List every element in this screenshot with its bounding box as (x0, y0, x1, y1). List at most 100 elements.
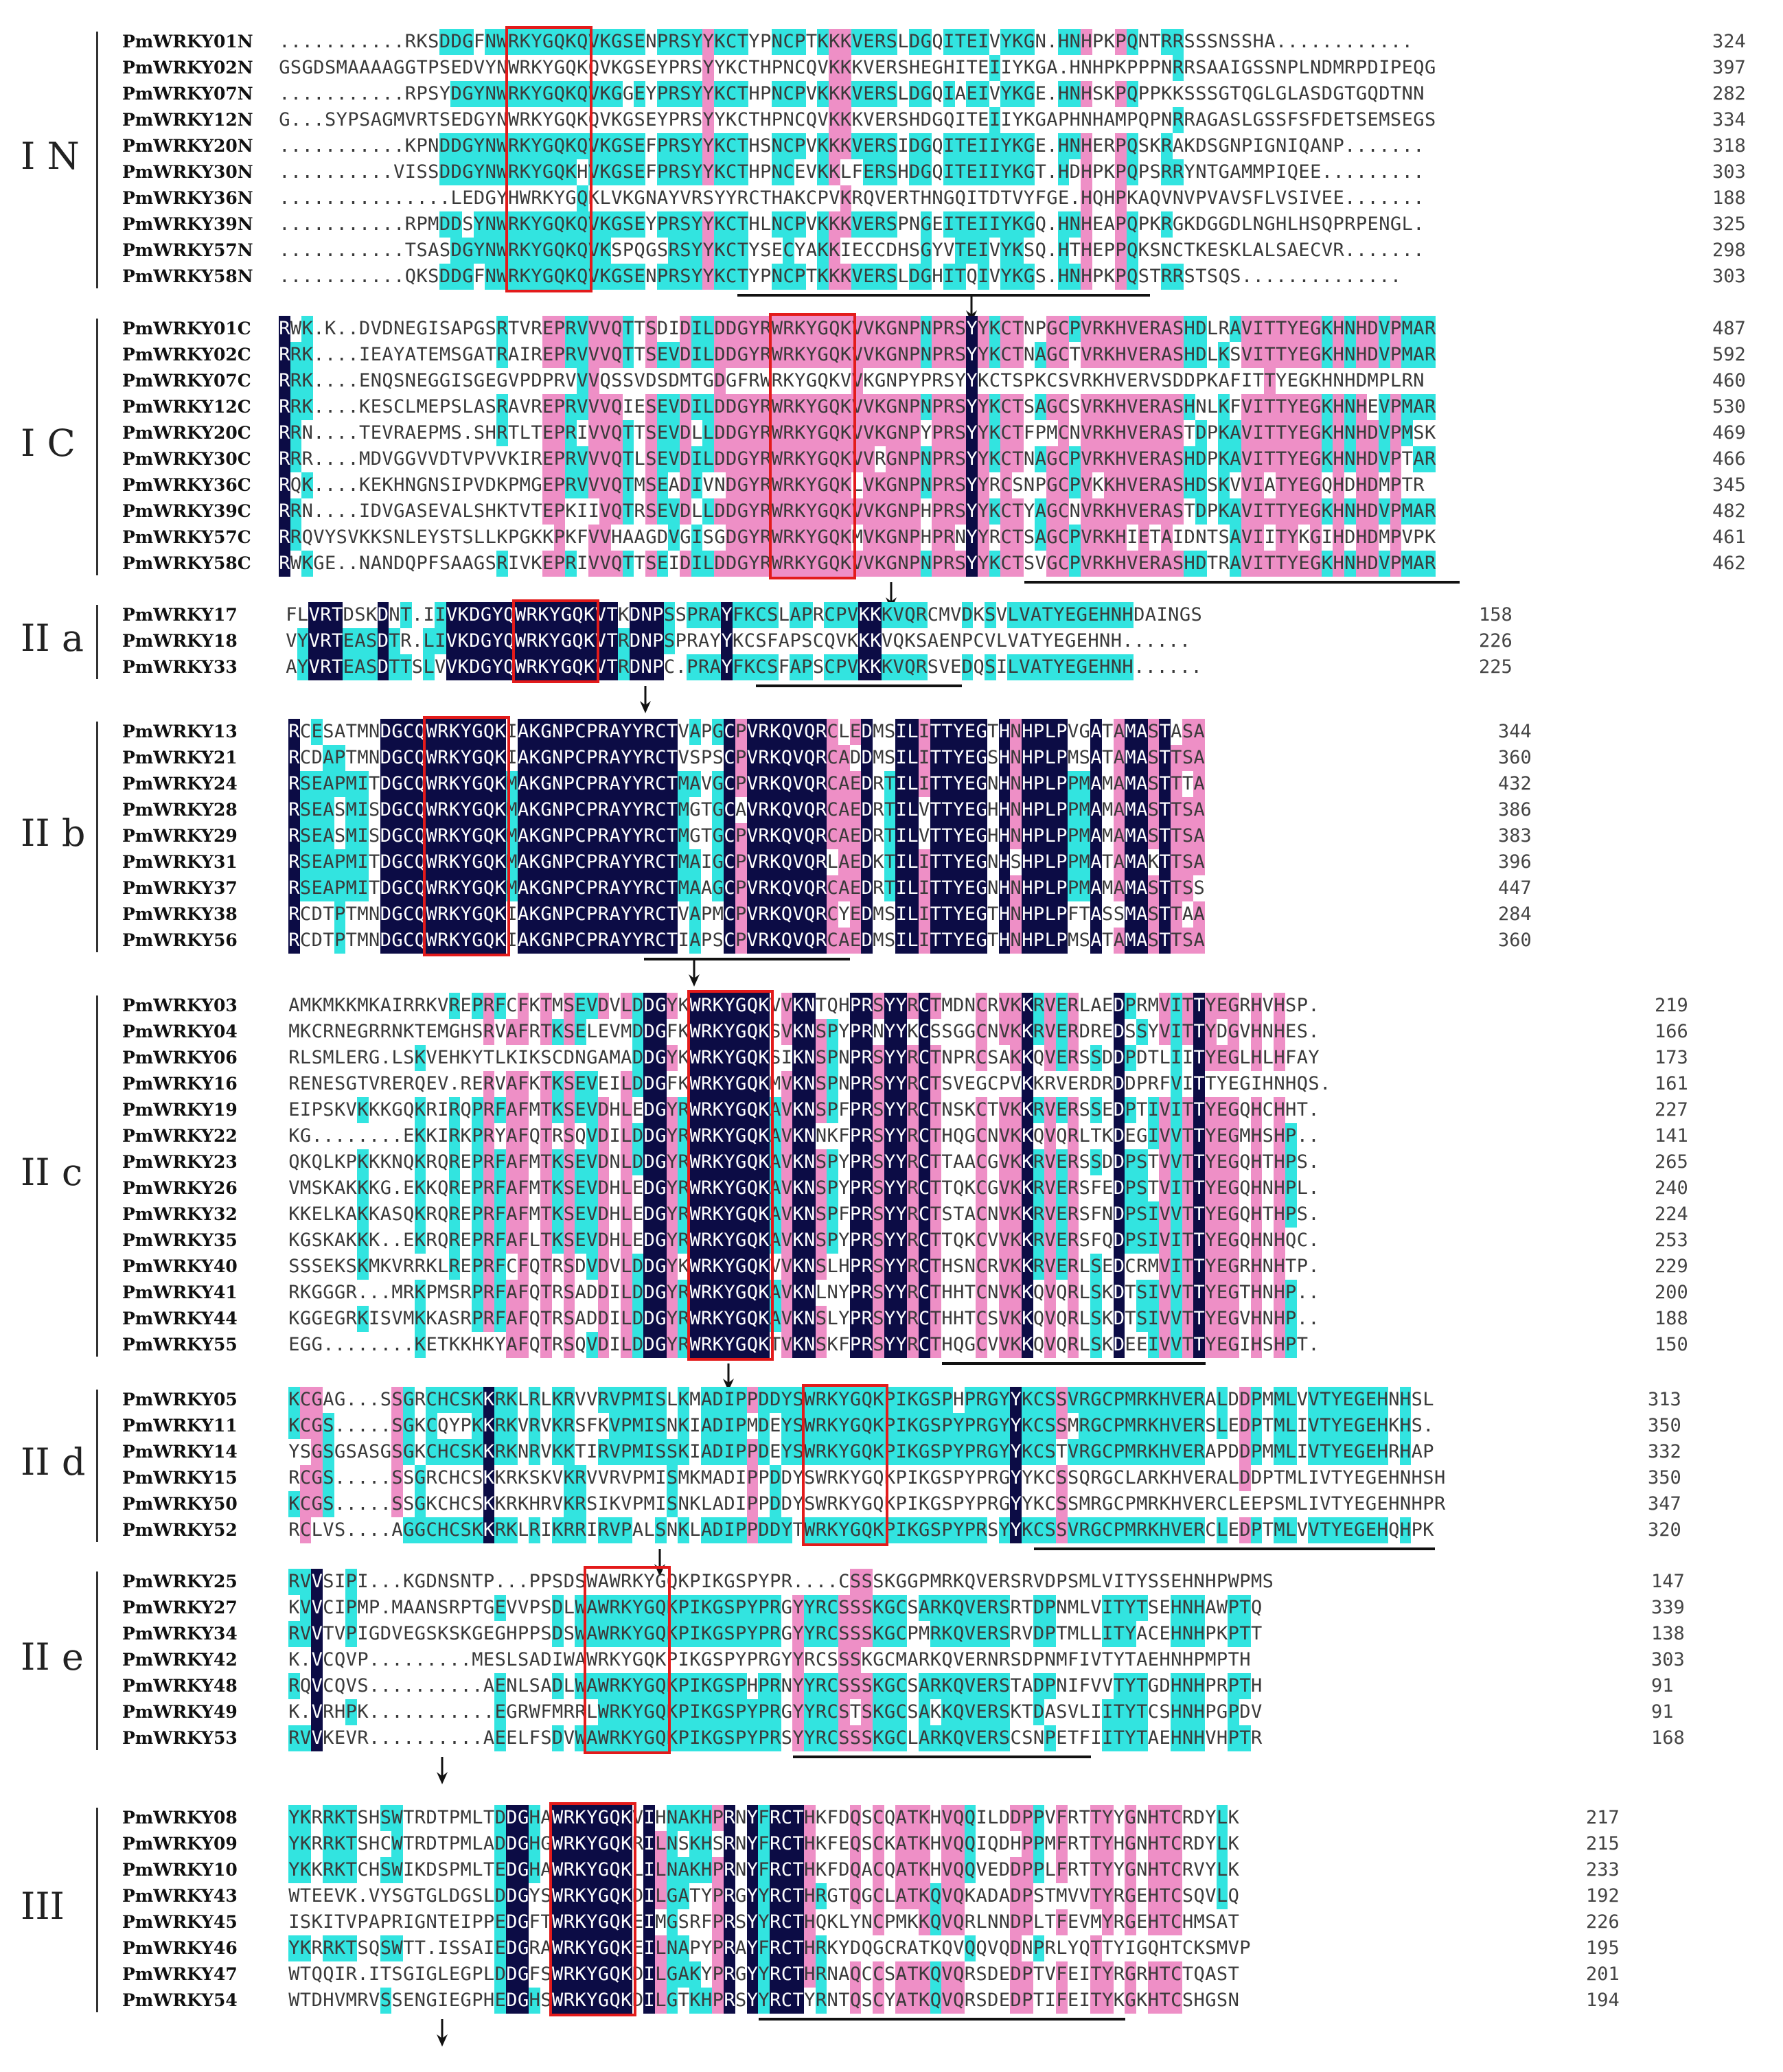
sequence-name: PmWRKY06 (122, 1048, 238, 1068)
residue-position: 194 (1586, 1990, 1620, 2011)
arrow-head (723, 1379, 735, 1391)
sequence-residues: RVVKEVR..........AEELFSDVWAWRKYGQKPIKGSP… (288, 1725, 1262, 1751)
residue-position: 284 (1498, 903, 1532, 925)
residue-position: 265 (1655, 1151, 1688, 1173)
residue-position: 215 (1586, 1833, 1620, 1854)
sequence-residues: YKKRKTCHSWIKDSPMLTEDGHAWRKYGQKLILNAKHPRN… (288, 1857, 1239, 1883)
sequence-residues: WTQQIR.ITSGIGLEGPLDDGFSWRKYGQKDILGAKYPRG… (288, 1961, 1239, 1988)
residue-position: 173 (1655, 1047, 1688, 1068)
residue-position: 469 (1712, 422, 1746, 444)
residue-position: 168 (1651, 1727, 1685, 1749)
sequence-residues: RRR....MDVGGVVDTVPVVKIREPRVVVQTLSEVDILDD… (279, 446, 1436, 472)
sequence-name: PmWRKY57C (122, 527, 251, 547)
sequence-name: PmWRKY20C (122, 423, 251, 443)
group-bracket-line (96, 995, 98, 1357)
sequence-name: PmWRKY12C (122, 397, 251, 417)
sequence-name: PmWRKY58C (122, 553, 251, 573)
residue-position: 313 (1648, 1389, 1681, 1410)
sequence-residues: KCGS.....SSGKCHCSKKRKHRVKRSIKVPMISNKLADI… (288, 1491, 1445, 1517)
sequence-residues: EIPSKVKKKGQKRIRQPRFAFMTKSEVDHLEDGYRWRKYG… (288, 1097, 1320, 1123)
sequence-name: PmWRKY33 (122, 657, 238, 677)
group-label: I N (21, 135, 80, 178)
sequence-residues: RCDAPTMNDGCQWRKYGQKIAKGNPCPRAYYRCTVSPSCP… (288, 745, 1205, 771)
arrow-head (436, 2034, 448, 2047)
residue-position: 192 (1586, 1885, 1620, 1907)
sequence-residues: AMKMKKMKAIRRKVREPRFCFKTMSEVDVLDDGYKWRKYG… (288, 993, 1320, 1019)
group-bracket-line (96, 32, 98, 288)
sequence-name: PmWRKY19 (122, 1100, 238, 1120)
sequence-residues: RKGGGR...MRKPMSRPRFAFQTRSADDILDDGYRWRKYG… (288, 1280, 1320, 1306)
residue-position: 334 (1712, 109, 1746, 130)
zinc-finger-underline (737, 294, 1151, 297)
sequence-name: PmWRKY29 (122, 826, 238, 846)
sequence-residues: WTEEVK.VYSGTGLDGSLDDGYSWRKYGQKDILGATYPRG… (288, 1883, 1239, 1909)
residue-position: 466 (1712, 448, 1746, 470)
sequence-residues: QKQLKPKKKNQKRQREPRFAFMTKSEVDNLDDGYRWRKYG… (288, 1149, 1320, 1175)
wrkygqk-motif-box (423, 716, 511, 956)
residue-position: 226 (1479, 630, 1512, 652)
residue-position: 397 (1712, 57, 1746, 78)
sequence-name: PmWRKY04 (122, 1022, 238, 1041)
sequence-residues: G...SYPSAGMVRTSEDGYNWRKYGQKQVKGSEYPRSYYK… (279, 107, 1436, 133)
residue-position: 91 (1651, 1675, 1674, 1696)
residue-position: 201 (1586, 1964, 1620, 1985)
sequence-residues: RVVTVPIGDVEGSKSKGEGHPPSDSWAWRKYGQKPIKGSP… (288, 1621, 1262, 1647)
sequence-name: PmWRKY41 (122, 1282, 238, 1302)
sequence-residues: ...........QKSDDGFNWRKYGQKQVKGSENPRSYYKC… (279, 264, 1401, 290)
residue-position: 188 (1655, 1308, 1688, 1329)
wrkygqk-motif-box (505, 26, 593, 292)
sequence-residues: YSGSGSASGSGKCHCSKKRKNRVKKTIRVPMISSKIADIP… (288, 1439, 1434, 1465)
group-bracket-line (96, 605, 98, 679)
sequence-residues: RCDTPTMNDGCQWRKYGQKIAKGNPCPRAYYRCTVAPMCP… (288, 901, 1205, 928)
sequence-residues: GSGDSMAAAAGGTPSEDVYNWRKYGQKQVKGSEYPRSYYK… (279, 55, 1436, 81)
arrow-head (436, 1772, 448, 1784)
sequence-residues: RSEAPMITDGCQWRKYGQKMAKGNPCPRAYYRCTMAVGCP… (288, 771, 1205, 797)
sequence-residues: RQK....KEKHNGNSIPVDKPMGEPRVVVQTMSEADIVND… (279, 472, 1425, 498)
sequence-residues: RRN....TEVRAEPMS.SHRTLTEPRIVVQTTSEVDLLDD… (279, 420, 1436, 446)
sequence-residues: ..........VISSDDGYNWRKYGQKHVKGSEFPRSYYKC… (279, 159, 1425, 185)
sequence-name: PmWRKY21 (122, 748, 238, 768)
sequence-name: PmWRKY14 (122, 1442, 238, 1462)
sequence-name: PmWRKY32 (122, 1204, 238, 1224)
sequence-residues: VYVRTEASDTR.LIVKDGYQWRKYGQKVTRDNPSPRAYYK… (286, 628, 1190, 654)
sequence-name: PmWRKY31 (122, 852, 238, 872)
sequence-residues: RSEAPMITDGCQWRKYGQKMAKGNPCPRAYYRCTMAIGCP… (288, 849, 1205, 875)
sequence-name: PmWRKY25 (122, 1572, 238, 1591)
residue-position: 188 (1712, 187, 1746, 209)
sequence-name: PmWRKY48 (122, 1676, 238, 1696)
residue-position: 345 (1712, 474, 1746, 496)
sequence-residues: KCGS.....SGKCQYPKKRKVRVKRSFKVPMISNKIADIP… (288, 1413, 1434, 1439)
sequence-residues: RRK....IEAYATEMSGATRAIREPRVVVQTTSEVDILDD… (279, 342, 1436, 368)
sequence-residues: AYVRTEASDTTSLVVKDGYQWRKYGQKVTRDNPC.PRAYF… (286, 654, 1202, 680)
sequence-residues: ...........KPNDDGYNWRKYGQKQVKGSEFPRSYYKC… (279, 133, 1425, 159)
sequence-residues: MKCRNEGRRNKTEMGHSRVAFRTKSELEVMDDGFKWRKYG… (288, 1019, 1320, 1045)
sequence-residues: RENESGTVRERQEV.RERVAFKTKSEVEILDDGFKWRKYG… (288, 1071, 1331, 1097)
sequence-name: PmWRKY34 (122, 1624, 238, 1644)
residue-position: 432 (1498, 773, 1532, 794)
sequence-name: PmWRKY07N (122, 84, 253, 104)
sequence-name: PmWRKY42 (122, 1650, 238, 1670)
sequence-residues: RWKGE..NANDQPFSAAGSRIVKEPRIVVQTTSEIDILDD… (279, 551, 1436, 577)
residue-position: 592 (1712, 344, 1746, 365)
sequence-name: PmWRKY36N (122, 188, 253, 208)
wrkygqk-motif-box (687, 990, 774, 1361)
residue-position: 141 (1655, 1125, 1688, 1147)
sequence-name: PmWRKY24 (122, 774, 238, 794)
residue-position: 147 (1651, 1571, 1685, 1592)
sequence-residues: ...........RPSYDGYNWRKYGQKQVKGGEYPRSYYKC… (279, 81, 1425, 107)
sequence-residues: KGGEGRKISVMKKASRPRFAFQTRSADDILDDGYRWRKYG… (288, 1306, 1320, 1332)
sequence-residues: RQVCQVS..........AENLSADLWAWRKYGQKPIKGSP… (288, 1673, 1262, 1699)
residue-position: 219 (1655, 995, 1688, 1016)
sequence-residues: RCGS.....SSGRCHCSKKRKSKVKRVVRVPMISMKMADI… (288, 1465, 1445, 1491)
residue-position: 360 (1498, 930, 1532, 951)
sequence-residues: RWK.K..DVDNEGISAPGSRTVREPRVVVQTTSDIDILDD… (279, 316, 1436, 342)
residue-position: 195 (1586, 1937, 1620, 1959)
sequence-name: PmWRKY56 (122, 930, 238, 950)
sequence-name: PmWRKY49 (122, 1702, 238, 1722)
sequence-name: PmWRKY01N (122, 32, 253, 51)
residue-position: 360 (1498, 747, 1532, 768)
zinc-finger-underline (643, 958, 851, 960)
zinc-finger-underline (758, 2018, 1126, 2021)
residue-position: 224 (1655, 1204, 1688, 1225)
sequence-residues: K.VCQVP.........MESLSADIWAWRKYGQKPIKGSPY… (288, 1647, 1251, 1673)
